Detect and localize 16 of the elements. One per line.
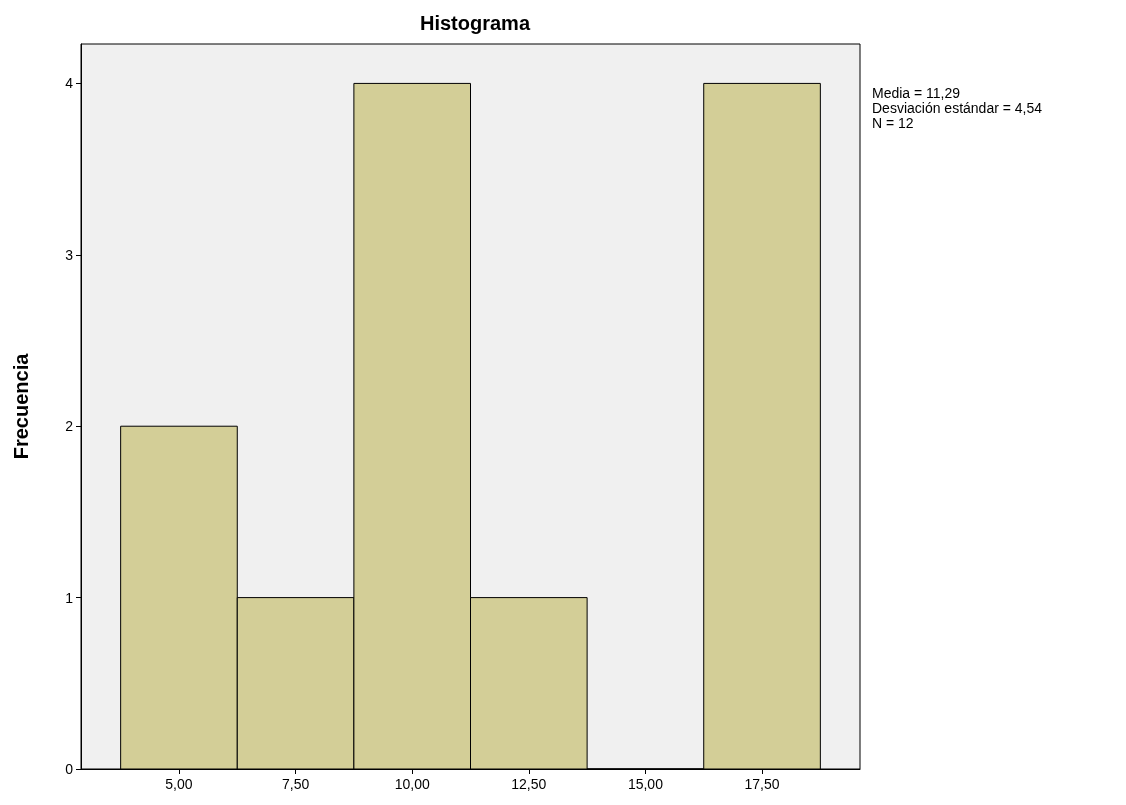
text: Desviación estándar = 4,54 xyxy=(872,100,1043,116)
y-tick-label: 1 xyxy=(65,589,74,606)
x-tick-label: 7,50 xyxy=(281,776,310,792)
x-tick-label: 12,50 xyxy=(511,776,547,792)
y-tick-label: 4 xyxy=(65,75,74,92)
text: Media = 11,29 xyxy=(872,85,961,101)
x-tick-label: 17,50 xyxy=(744,776,780,792)
y-tick-label: 0 xyxy=(65,761,74,777)
y-axis-title: Frecuencia xyxy=(10,352,32,460)
text: N = 12 xyxy=(872,115,914,131)
x-tick-label: 5,00 xyxy=(165,776,193,792)
x-tick-label: 10,00 xyxy=(394,776,430,792)
y-tick-label: 3 xyxy=(65,246,74,263)
x-tick-label: 15,00 xyxy=(627,776,664,792)
chart-title: Histograma xyxy=(419,12,531,34)
y-tick-label: 2 xyxy=(65,418,74,435)
